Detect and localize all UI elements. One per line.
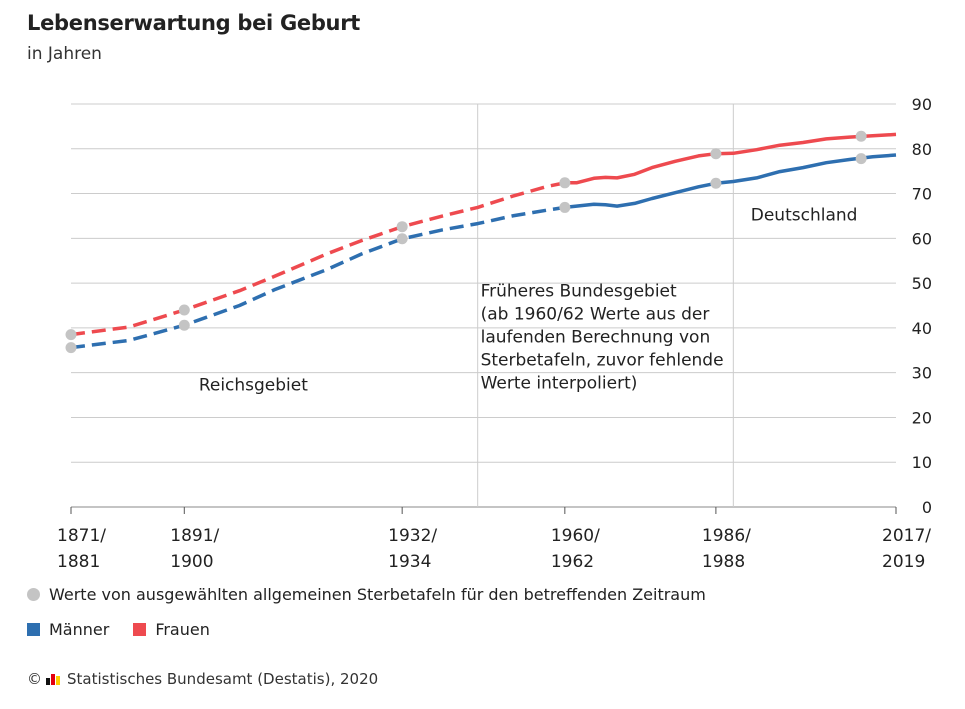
y-tick-label: 60	[912, 229, 932, 248]
legend-markers: Werte von ausgewählten allgemeinen Sterb…	[27, 585, 706, 604]
y-tick-label: 0	[922, 498, 932, 517]
x-tick-label: 1960/1962	[551, 526, 600, 572]
y-tick-label: 50	[912, 274, 932, 293]
source-text: Statistisches Bundesamt (Destatis), 2020	[67, 670, 379, 688]
x-tick-label: 1871/1881	[57, 526, 106, 572]
x-tick-label: 1986/1988	[702, 526, 751, 572]
legend-item-men: Männer	[27, 620, 109, 639]
y-tick-label: 80	[912, 140, 932, 159]
sterbetafel-marker	[710, 177, 722, 189]
chart-title: Lebenserwartung bei Geburt	[27, 11, 360, 35]
chart-subtitle: in Jahren	[27, 44, 102, 64]
sterbetafel-marker	[396, 233, 408, 245]
legend-item-women: Frauen	[133, 620, 210, 639]
sterbetafel-marker	[855, 130, 867, 142]
legend-series: Männer Frauen	[27, 620, 234, 639]
legend-men-label: Männer	[49, 620, 110, 639]
destatis-logo-icon	[46, 673, 61, 685]
y-axis-ticks: 0 10 20 30 40 50 60 70 80 90	[912, 95, 932, 517]
region-label: Deutschland	[751, 205, 858, 225]
x-tick-label: 1891/1900	[170, 526, 219, 572]
region-labels: Reichsgebiet Früheres Bundesgebiet (ab 196…	[199, 205, 858, 395]
gray-dot-icon	[27, 588, 40, 601]
y-tick-label: 90	[912, 95, 932, 114]
sterbetafel-marker	[855, 153, 867, 165]
period-dividers	[477, 104, 734, 507]
x-tick-label: 2017/2019	[882, 526, 931, 572]
marker-layer	[65, 130, 867, 354]
copyright-symbol: ©	[27, 670, 42, 688]
y-tick-label: 40	[912, 319, 932, 338]
series-line-Frauen	[564, 132, 897, 185]
sterbetafel-marker	[396, 221, 408, 233]
red-square-icon	[133, 623, 147, 636]
region-label: Reichsgebiet	[199, 376, 308, 396]
x-axis-ticks: 1871/1881 1891/1900 1932/1934 1960/1962 1986…	[57, 507, 931, 572]
y-tick-label: 20	[912, 408, 932, 427]
sterbetafel-marker	[65, 342, 77, 354]
legend-women-label: Frauen	[155, 620, 210, 639]
sterbetafel-marker	[178, 319, 190, 331]
sterbetafel-marker	[710, 148, 722, 160]
y-tick-label: 10	[912, 453, 932, 472]
y-tick-label: 30	[912, 364, 932, 383]
x-tick-label: 1932/1934	[388, 526, 437, 572]
source-line: © Statistisches Bundesamt (Destatis), 20…	[27, 670, 378, 688]
region-label: Früheres Bundesgebiet (ab 1960/62 Werte a…	[481, 282, 724, 394]
sterbetafel-marker	[178, 304, 190, 316]
blue-square-icon	[27, 623, 40, 636]
line-chart: Reichsgebiet Früheres Bundesgebiet (ab 196…	[57, 95, 932, 572]
sterbetafel-marker	[559, 201, 571, 213]
series-line-Männer	[564, 153, 897, 210]
sterbetafel-marker	[65, 329, 77, 341]
sterbetafel-marker	[559, 177, 571, 189]
legend-dot-label: Werte von ausgewählten allgemeinen Sterb…	[49, 585, 706, 604]
y-tick-label: 70	[912, 185, 932, 204]
